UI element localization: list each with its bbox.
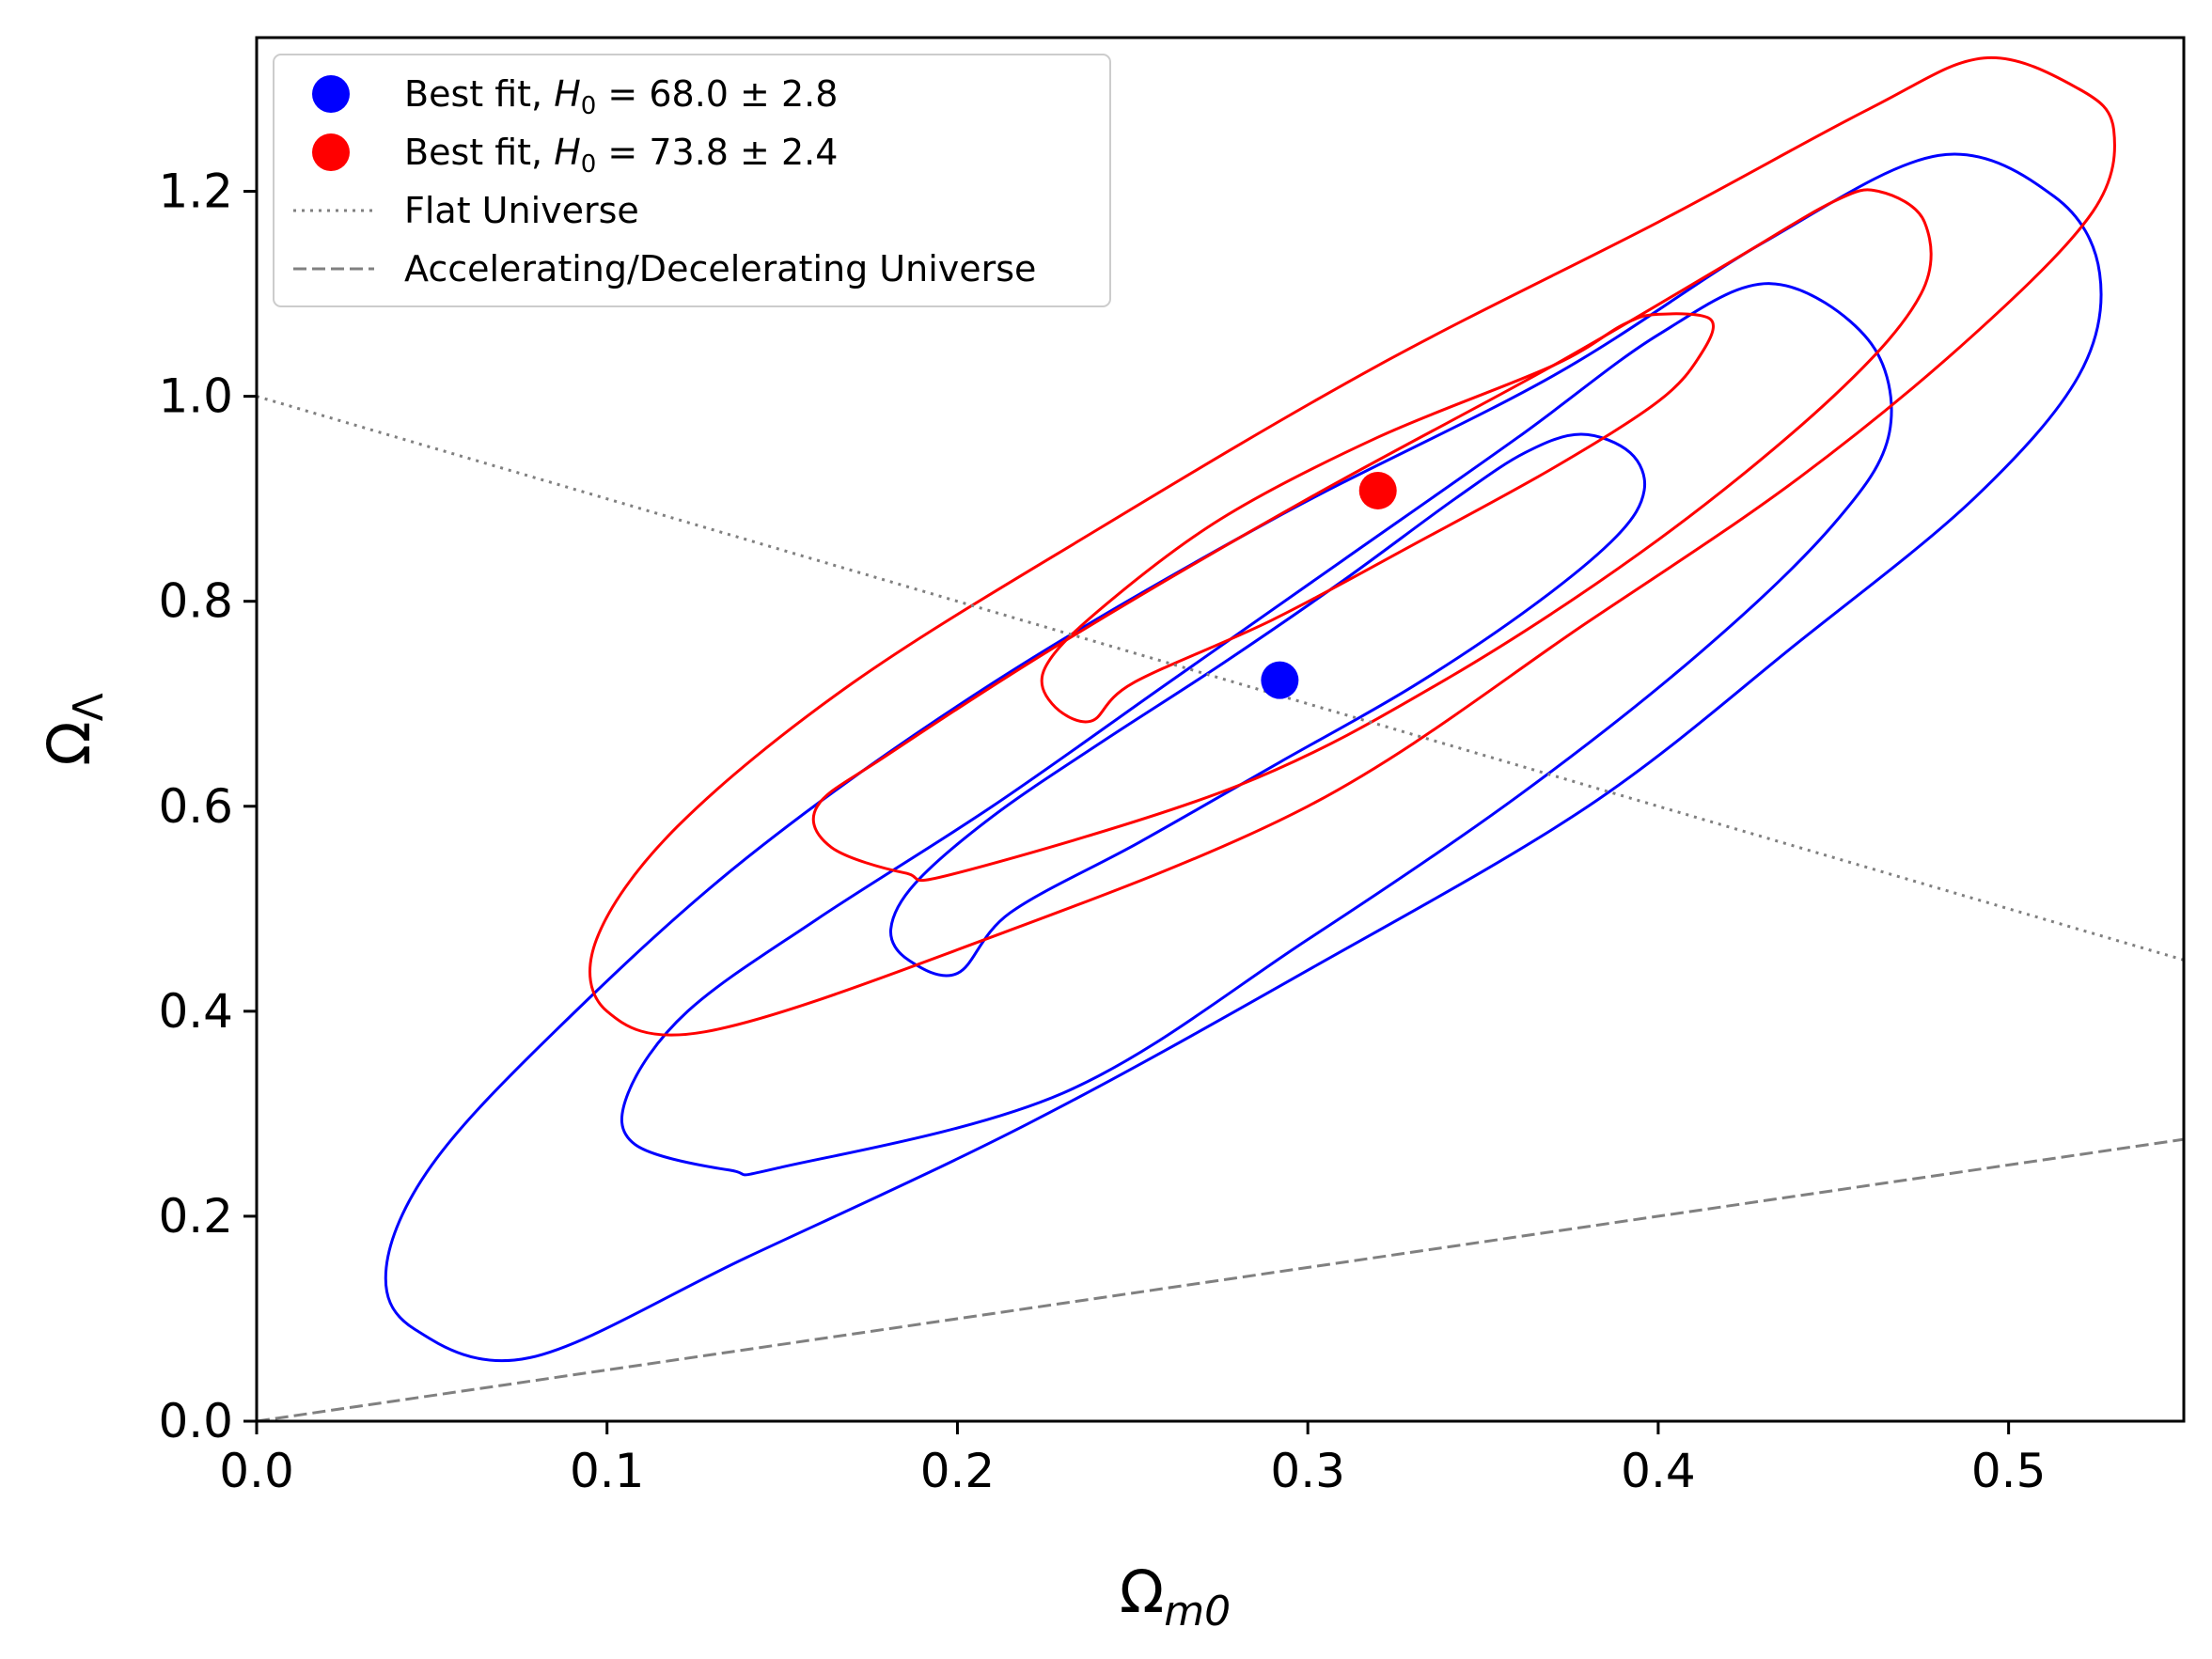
legend-marker-blue-point <box>312 75 350 113</box>
contour-red-4 <box>811 188 1933 883</box>
y-tick-label: 0.0 <box>158 1394 233 1448</box>
reference-lines-layer <box>257 395 2184 1421</box>
plot-frame <box>255 36 2186 1423</box>
legend: Best fit, H0 = 68.0 ± 2.8 Best fit, H0 =… <box>273 54 1111 307</box>
best-fit-point-red <box>1358 471 1397 509</box>
x-tick-label: 0.4 <box>1621 1444 1696 1498</box>
y-tick-label: 1.0 <box>158 369 233 424</box>
y-tick-label: 1.2 <box>158 164 233 219</box>
x-tick-label: 0.0 <box>219 1444 294 1498</box>
y-tick-label: 0.8 <box>158 574 233 629</box>
x-tick-label: 0.3 <box>1270 1444 1345 1498</box>
y-tick-label: 0.2 <box>158 1189 233 1244</box>
y-axis-label: ΩΛ <box>35 693 113 766</box>
contours-layer <box>384 55 2116 1363</box>
y-tick-label: 0.4 <box>158 984 233 1039</box>
legend-entry-red-best-fit: Best fit, H0 = 73.8 ± 2.4 <box>404 132 838 179</box>
x-tick-label: 0.2 <box>920 1444 996 1498</box>
legend-entry-flat-universe: Flat Universe <box>404 190 639 231</box>
accelerating-decelerating-line <box>257 1137 2184 1421</box>
x-tick-label: 0.5 <box>1971 1444 2047 1498</box>
y-axis-ticks: 0.0 0.2 0.4 0.6 0.8 1.0 1.2 <box>158 164 257 1448</box>
legend-box <box>273 54 1111 307</box>
y-tick-label: 0.6 <box>158 779 233 834</box>
best-fit-points-layer <box>1261 471 1397 699</box>
x-tick-label: 0.1 <box>570 1444 645 1498</box>
x-axis-ticks: 0.0 0.1 0.2 0.3 0.4 0.5 <box>219 1421 2046 1498</box>
contour-red-5 <box>588 55 2116 1037</box>
legend-entry-accelerating-decelerating: Accelerating/Decelerating Universe <box>404 248 1036 290</box>
contour-blue-1 <box>620 282 1893 1177</box>
legend-marker-red-point <box>312 133 350 171</box>
legend-entry-blue-best-fit: Best fit, H0 = 68.0 ± 2.8 <box>404 73 838 120</box>
best-fit-point-blue <box>1261 661 1299 699</box>
x-axis-label: Ωm0 <box>1120 1557 1231 1636</box>
